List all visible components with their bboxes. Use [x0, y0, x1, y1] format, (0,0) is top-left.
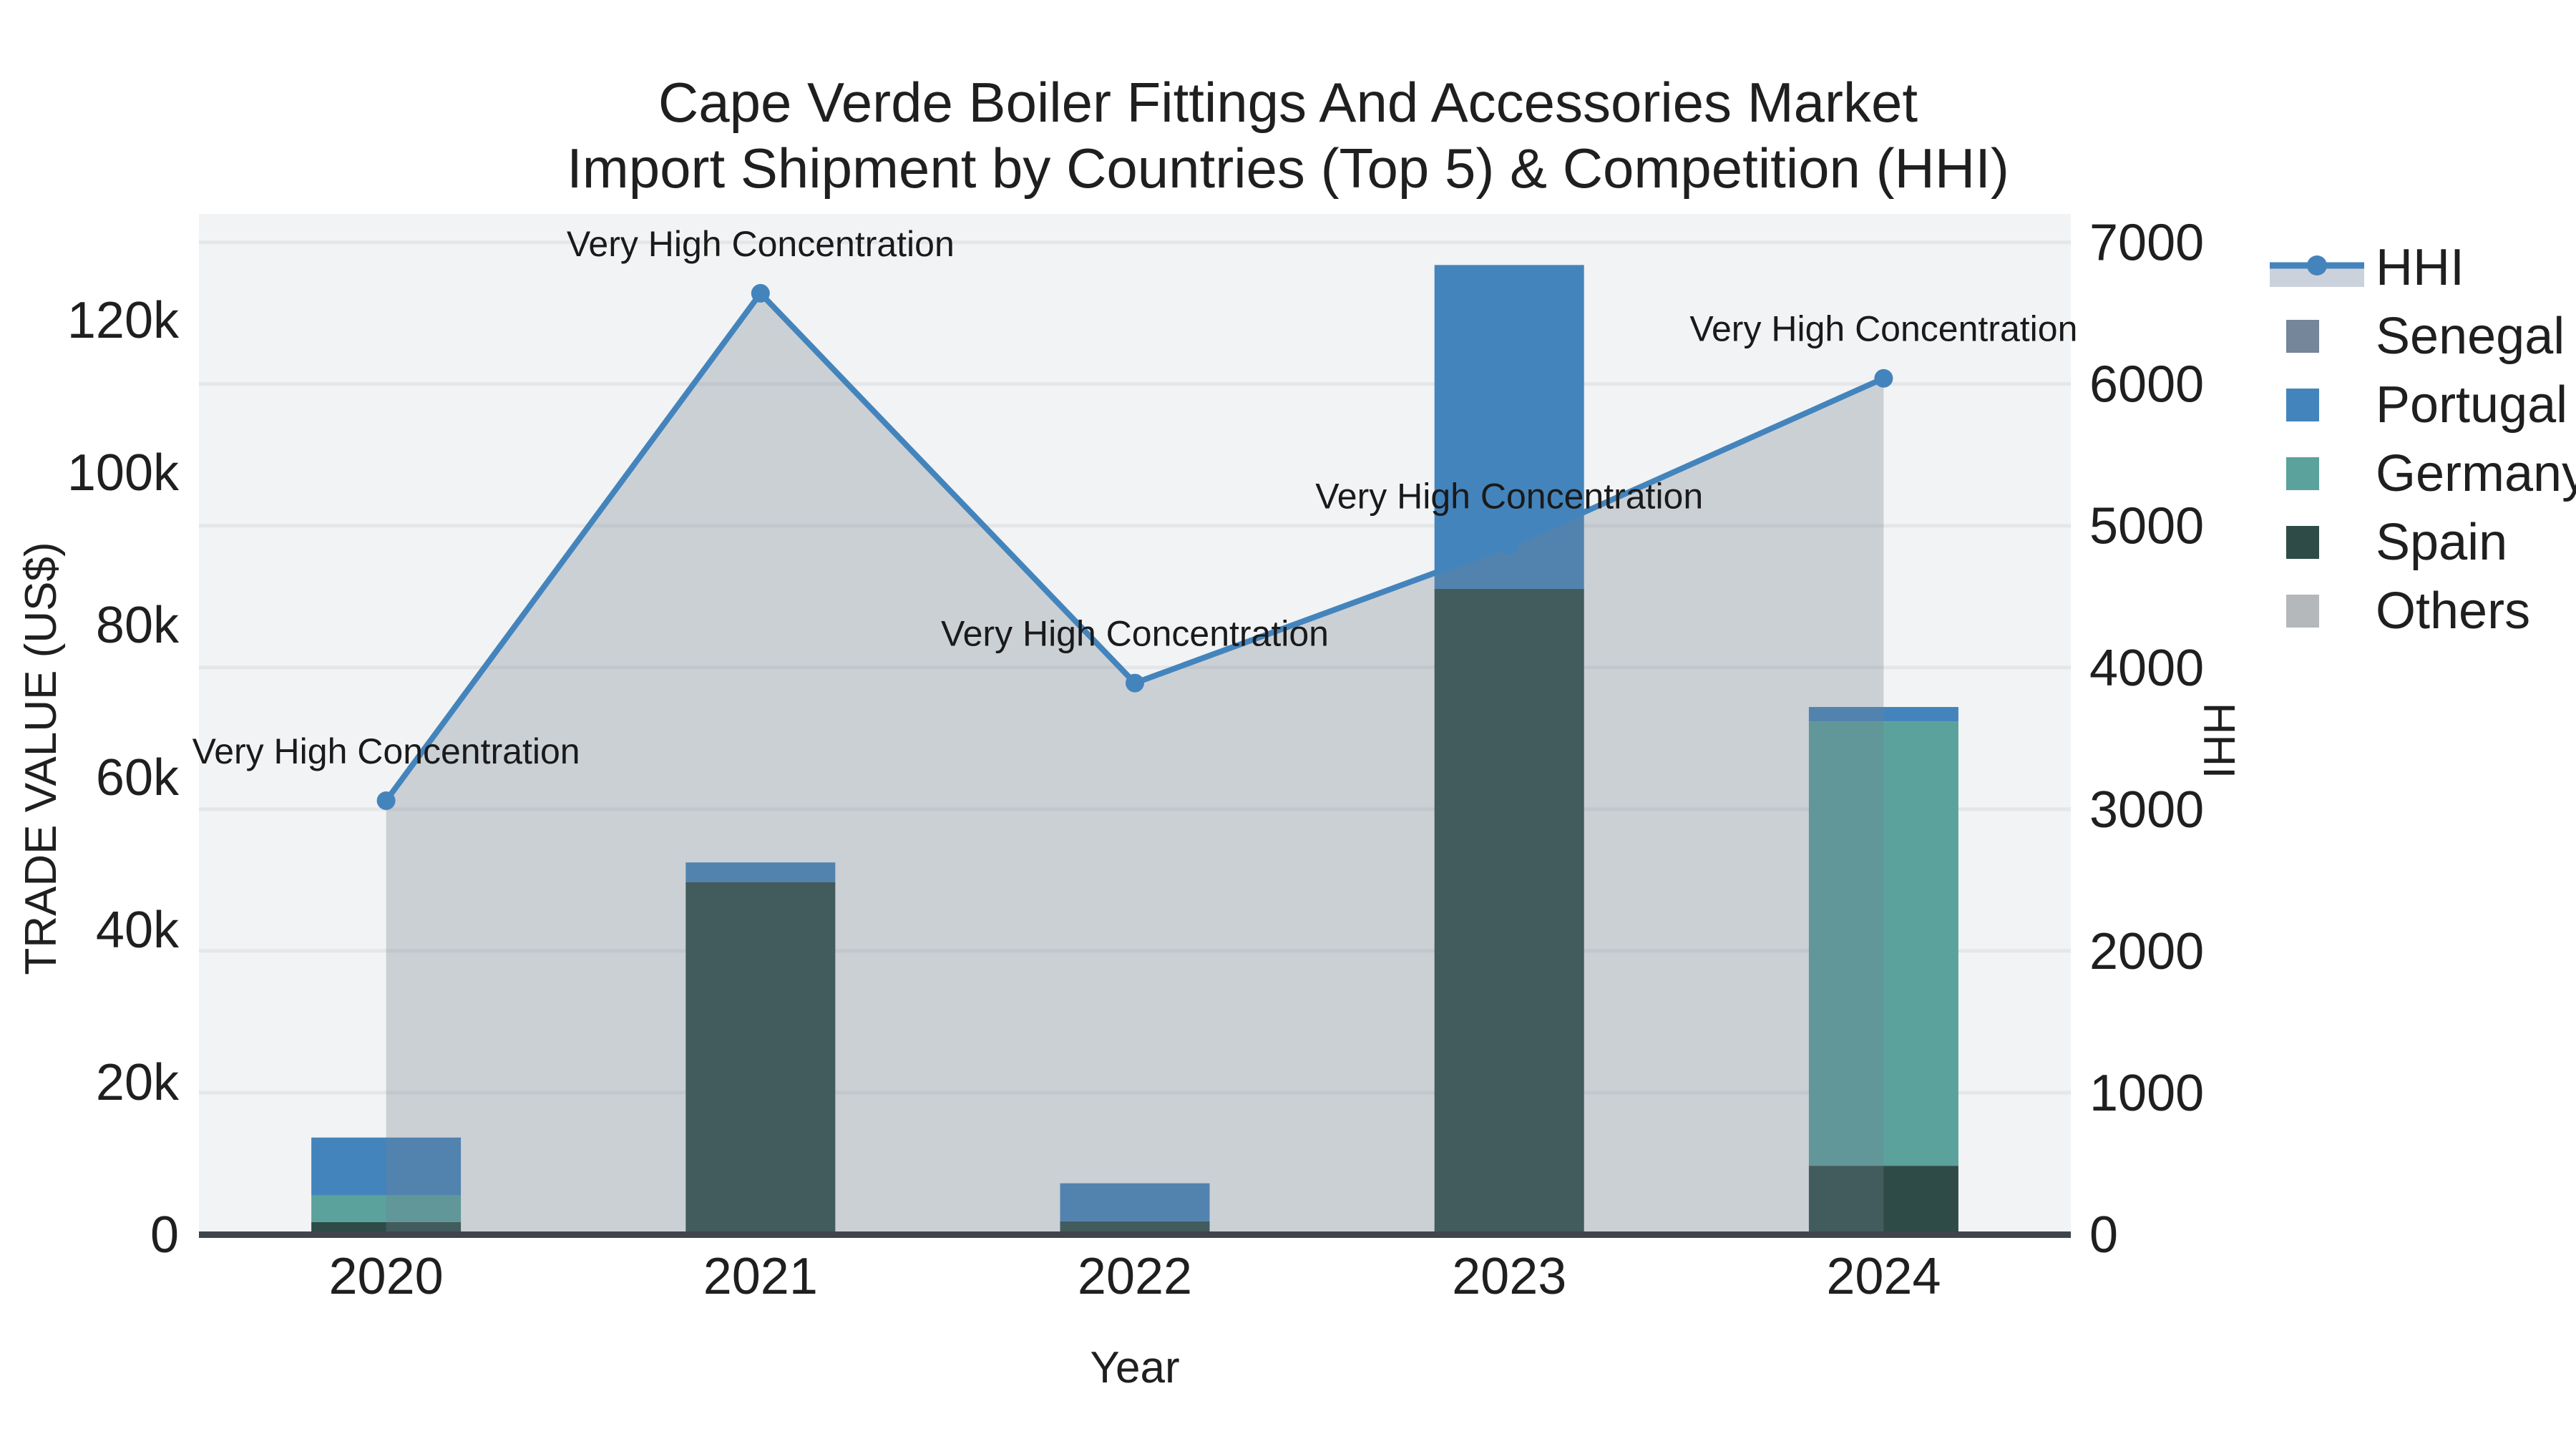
bar-2022-portugal[interactable] [1060, 1183, 1210, 1221]
bar-2021-portugal[interactable] [686, 862, 836, 882]
hhi-area-fill [386, 293, 1884, 1234]
legend-label-hhi: HHI [2376, 239, 2464, 296]
legend-label-portugal: Portugal [2376, 376, 2568, 434]
tick-labels: 0 20k 40k 60k 80k 100k 120k 0 1000 2000 3000 4000 50… [67, 215, 2204, 1305]
y-right-tick-1000: 1000 [2089, 1065, 2204, 1122]
bar-2024-spain[interactable] [1808, 1166, 1958, 1234]
chart-title-line1: Cape Verde Boiler Fittings And Accessori… [658, 71, 1918, 134]
hhi-point-2023[interactable] [1500, 536, 1519, 555]
chart-title-line2: Import Shipment by Countries (Top 5) & C… [567, 137, 2009, 200]
legend-label-senegal: Senegal [2376, 308, 2565, 365]
annotation-2020: Very High Concentration [192, 731, 580, 771]
hhi-point-2020[interactable] [376, 791, 396, 810]
legend-item-hhi[interactable]: HHI [2268, 233, 2576, 302]
annotation-2021: Very High Concentration [567, 224, 955, 264]
portugal-swatch [2286, 389, 2319, 421]
legend: HHI Senegal Portugal Germany Spain Others [2268, 233, 2576, 645]
gridlines [199, 240, 2071, 1095]
x-axis-title: Year [1090, 1343, 1180, 1392]
legend-item-portugal[interactable]: Portugal [2268, 371, 2576, 439]
others-swatch [2286, 595, 2319, 628]
germany-swatch [2286, 457, 2319, 490]
senegal-swatch-container [2268, 320, 2376, 353]
legend-item-spain[interactable]: Spain [2268, 508, 2576, 577]
legend-label-germany: Germany [2376, 445, 2576, 502]
legend-item-others[interactable]: Others [2268, 577, 2576, 645]
y-left-tick-40k: 40k [96, 902, 180, 959]
hhi-legend-glyph [2268, 243, 2376, 293]
y-right-tick-5000: 5000 [2089, 498, 2204, 555]
y-right-tick-3000: 3000 [2089, 781, 2204, 839]
legend-label-others: Others [2376, 582, 2531, 640]
spain-swatch-container [2268, 526, 2376, 559]
x-tick-2020: 2020 [329, 1248, 444, 1305]
x-axis-line [199, 1231, 2071, 1238]
annotation-2022: Very High Concentration [941, 614, 1329, 654]
bar-2023-portugal[interactable] [1434, 265, 1584, 589]
legend-item-senegal[interactable]: Senegal [2268, 302, 2576, 371]
y-left-tick-0: 0 [150, 1206, 179, 1264]
y-right-tick-6000: 6000 [2089, 356, 2204, 414]
hhi-point-2024[interactable] [1874, 369, 1893, 388]
y-right-tick-7000: 7000 [2089, 215, 2204, 272]
bar-2020-spain[interactable] [311, 1221, 462, 1234]
legend-label-spain: Spain [2376, 514, 2508, 571]
annotation-2023: Very High Concentration [1315, 476, 1703, 516]
x-tick-2022: 2022 [1078, 1248, 1192, 1305]
bar-2022-spain[interactable] [1060, 1221, 1210, 1234]
y-left-tick-120k: 120k [67, 292, 180, 349]
y-left-tick-20k: 20k [96, 1054, 180, 1111]
x-tick-2023: 2023 [1452, 1248, 1566, 1305]
bar-2024-portugal[interactable] [1808, 707, 1958, 722]
annotation-2024: Very High Concentration [1689, 309, 2077, 349]
hhi-point-2021[interactable] [751, 283, 770, 303]
bar-2023-spain[interactable] [1434, 588, 1584, 1234]
bar-2020-germany[interactable] [311, 1195, 462, 1222]
x-tick-2024: 2024 [1826, 1248, 1941, 1305]
y-left-tick-60k: 60k [96, 749, 180, 806]
senegal-swatch [2286, 320, 2319, 353]
hhi-point-2022[interactable] [1126, 673, 1144, 693]
bar-2024-germany[interactable] [1808, 721, 1958, 1166]
others-swatch-container [2268, 595, 2376, 628]
legend-item-germany[interactable]: Germany [2268, 439, 2576, 508]
bar-2021-spain[interactable] [686, 882, 836, 1234]
y-right-tick-4000: 4000 [2089, 640, 2204, 697]
portugal-swatch-container [2268, 389, 2376, 421]
y-left-tick-80k: 80k [96, 597, 180, 654]
spain-swatch [2286, 526, 2319, 559]
y-left-tick-100k: 100k [67, 444, 180, 502]
y-right-tick-2000: 2000 [2089, 923, 2204, 980]
germany-swatch-container [2268, 457, 2376, 490]
x-tick-2021: 2021 [703, 1248, 818, 1305]
y-right-tick-0: 0 [2089, 1206, 2118, 1264]
bar-2020-portugal[interactable] [311, 1137, 462, 1196]
bars [311, 265, 1958, 1234]
